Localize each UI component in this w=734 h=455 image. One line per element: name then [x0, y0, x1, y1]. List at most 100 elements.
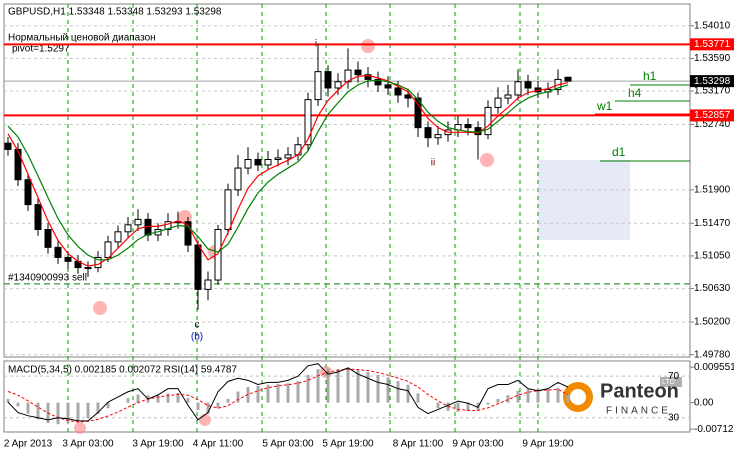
wave-label: ii [431, 158, 435, 169]
macd-bar [376, 374, 380, 403]
y-tick-label: 1.51050 [694, 251, 731, 262]
macd-bar [326, 368, 330, 403]
candle-body [234, 167, 242, 191]
candle-body [114, 231, 122, 243]
candle-body [494, 97, 502, 108]
candle-body [24, 179, 32, 206]
macd-bar [486, 402, 490, 405]
candle-body [314, 71, 322, 101]
candle-body [404, 94, 412, 99]
candle-body [64, 256, 72, 262]
y-tick-label: 1.53170 [694, 86, 731, 97]
candle-body [224, 189, 232, 230]
timeframe-label: w1 [596, 99, 613, 113]
logo-name: Panteon [600, 380, 679, 402]
candle-body [194, 244, 202, 290]
candle-body [514, 81, 522, 96]
y-tick-label: 0.00 [694, 397, 714, 408]
annotation: Нормальный ценовой диапазон [8, 33, 156, 44]
macd-bar [526, 389, 530, 403]
macd-bar [406, 384, 410, 403]
sub-title: MACD(5,34,5) 0.002185 0.002072 RSI(14) 5… [8, 365, 237, 376]
macd-bar [266, 384, 270, 403]
candle-body [164, 221, 172, 230]
moving-average [7, 74, 569, 267]
candle-body [384, 84, 392, 89]
candle-body [134, 218, 142, 226]
x-tick-label: 5 Apr 03:00 [262, 439, 314, 450]
y-tick-label: 1.51470 [694, 218, 731, 229]
macd-bar [566, 394, 570, 403]
candle-body [364, 74, 372, 80]
candle-body [414, 97, 422, 129]
y2-tick-label: 30 [668, 412, 680, 423]
candle-body [524, 81, 532, 89]
y-tick-label: 1.49780 [694, 349, 731, 360]
macd-bar [436, 402, 440, 409]
macd-bar [556, 387, 560, 403]
candle-body [284, 154, 292, 159]
candle-body [394, 87, 402, 96]
macd-bar [106, 402, 110, 409]
logo-badge: LTD [662, 379, 675, 386]
macd-bar [156, 395, 160, 403]
candle-body [334, 81, 342, 89]
macd-bar [6, 398, 10, 403]
macd-bar [546, 389, 550, 403]
candle-body [44, 228, 52, 248]
macd-bar [36, 402, 40, 420]
target-zone [538, 160, 630, 240]
candle-body [14, 148, 22, 181]
price-label-box [690, 38, 734, 51]
logo: Panteon FINANCE LTD [563, 377, 682, 417]
macd-bar [316, 369, 320, 403]
candle-body [84, 267, 92, 270]
price-label-box [690, 109, 734, 122]
y2-tick-label: 70 [668, 371, 680, 382]
moving-average [7, 79, 569, 261]
y-tick-label: -0.007126 [694, 424, 734, 435]
y-tick-label: 1.50200 [694, 317, 731, 328]
macd-bar [76, 402, 80, 422]
macd-bar [496, 398, 500, 403]
candle-body [434, 134, 442, 139]
candle-body [124, 224, 132, 233]
price-label: 1.52857 [694, 110, 731, 121]
macd-bar [226, 398, 230, 403]
macd-bar [56, 402, 60, 425]
macd-bar [16, 402, 20, 407]
rsi-line [7, 363, 569, 422]
macd-bar [86, 402, 90, 419]
macd-bar [206, 402, 210, 414]
candle-body [354, 69, 362, 76]
annotation: #1340900993 sell [8, 273, 87, 284]
candle-body [4, 142, 12, 150]
macd-bar [276, 384, 280, 403]
price-label-box [690, 75, 734, 88]
macd-bar [256, 385, 260, 403]
macd-bar [236, 391, 240, 403]
macd-bar [166, 393, 170, 403]
candle-body [184, 221, 192, 246]
candle-body [34, 204, 42, 230]
macd-bar [536, 389, 540, 403]
x-tick-label: 3 Apr 03:00 [62, 439, 114, 450]
macd-bar [286, 383, 290, 403]
macd-bar [196, 402, 200, 411]
timeframe-label: h4 [628, 86, 642, 100]
timeframe-label: d1 [612, 145, 626, 159]
main-pane [3, 3, 691, 358]
y-tick-label: 1.51900 [694, 184, 731, 195]
macd-bar [366, 372, 370, 403]
macd-bar [306, 374, 310, 403]
candle-body [484, 106, 492, 136]
macd-bar [516, 390, 520, 403]
candle-body [104, 241, 112, 258]
price-label: 1.53771 [694, 39, 731, 50]
macd-bar [216, 402, 220, 409]
macd-bar [456, 402, 460, 412]
candle-body [304, 99, 312, 146]
macd-bar [356, 369, 360, 403]
y-tick-label: 1.54010 [694, 20, 731, 31]
